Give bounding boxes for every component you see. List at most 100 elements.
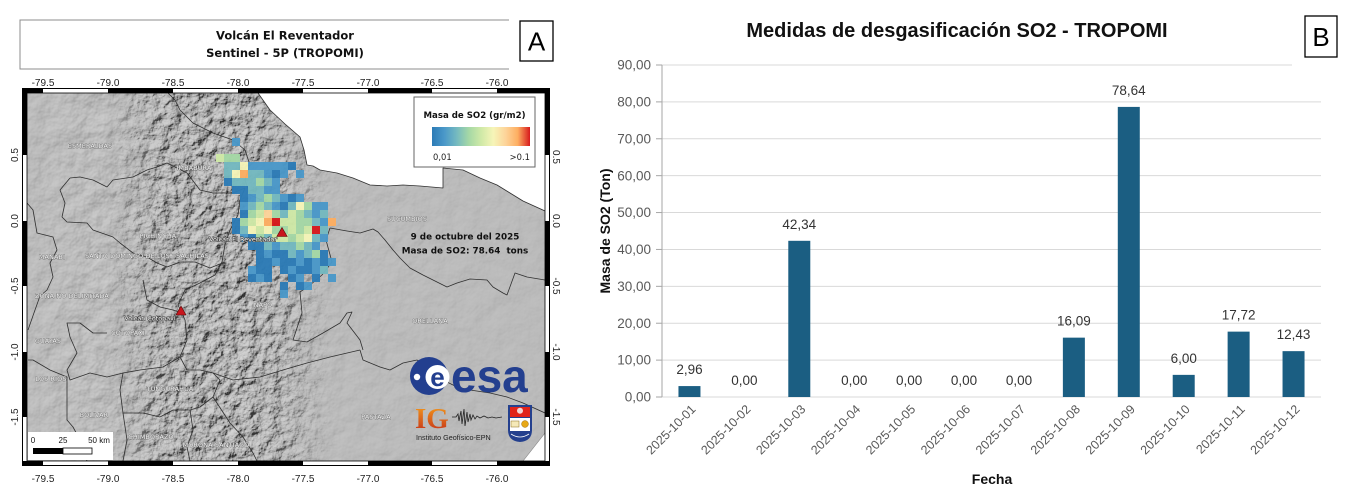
y-tick-label: 50,00 — [617, 205, 651, 220]
legend-title: Masa de SO2 (gr/m2) — [423, 111, 525, 121]
legend-colorbar — [432, 127, 530, 146]
so2-cell — [232, 154, 240, 162]
esa-dot-icon — [413, 373, 421, 381]
bar-2025-10-01 — [678, 386, 701, 397]
so2-cell — [288, 202, 296, 210]
data-label: 2,96 — [676, 362, 702, 377]
province-label: TUNGURAHUA — [146, 385, 194, 393]
so2-cell — [312, 250, 320, 258]
so2-cell — [272, 186, 280, 194]
so2-cell — [272, 162, 280, 170]
province-label: PICHINCHA — [140, 232, 177, 240]
panel-label-frame — [1304, 15, 1338, 58]
so2-cell — [248, 218, 256, 226]
so2-cell — [256, 266, 264, 274]
no-data-region-southeast — [522, 432, 545, 461]
so2-cell — [248, 242, 256, 250]
so2-cell — [288, 274, 296, 282]
longitude-labels-top: -79.5 -79.0 -78.5 -78.0 -77.5 -77.0 -76.… — [32, 78, 509, 89]
y-tick-label: 20,00 — [617, 316, 651, 331]
panel-label-text: B — [1312, 22, 1329, 52]
province-label: IMBABURA — [177, 164, 212, 172]
so2-cell — [320, 266, 328, 274]
so2-cell — [264, 234, 272, 242]
so2-cell — [296, 218, 304, 226]
scale-bar-box — [28, 432, 113, 460]
x-tick-label: 2025-10-04 — [808, 402, 863, 457]
lon-tick-label: -79.5 — [32, 474, 55, 485]
so2-cell — [248, 194, 256, 202]
x-tick-label: 2025-10-10 — [1138, 402, 1193, 457]
lon-tick-label: -78.5 — [162, 474, 185, 485]
province-label: ORELLANA — [412, 317, 448, 325]
so2-cell — [304, 250, 312, 258]
so2-cell — [240, 234, 248, 242]
x-tick-label: 2025-10-02 — [698, 402, 753, 457]
so2-cell — [304, 218, 312, 226]
ig-wordmark: IG — [415, 403, 449, 435]
legend-max-label: >0.1 — [510, 152, 530, 162]
seismogram-icon — [452, 408, 503, 427]
province-label: ESMERALDAS — [68, 142, 113, 150]
x-tick-label: 2025-10-01 — [643, 402, 698, 457]
so2-cell — [256, 170, 264, 178]
so2-cell — [304, 282, 312, 290]
bar-2025-10-08 — [1062, 337, 1085, 397]
chart-title: Medidas de desgasificación SO2 - TROPOMI — [746, 20, 1167, 42]
lat-tick-label: 0.0 — [10, 214, 21, 228]
lon-tick-label: -76.0 — [486, 474, 509, 485]
so2-cell — [280, 162, 288, 170]
boundary-line — [119, 356, 221, 418]
boundary-line — [177, 187, 246, 314]
so2-cell — [264, 194, 272, 202]
lon-tick-label: -77.5 — [292, 474, 315, 485]
so2-cell — [224, 178, 232, 186]
so2-cell — [288, 242, 296, 250]
esa-logo: e esa — [410, 350, 528, 402]
lon-tick-label: -78.0 — [227, 78, 250, 89]
so2-cell — [280, 290, 288, 298]
data-label: 0,00 — [731, 373, 757, 388]
so2-cell — [304, 242, 312, 250]
so2-cell — [312, 218, 320, 226]
international-border — [257, 93, 545, 212]
province-label: NAPO — [254, 301, 273, 309]
so2-cell — [320, 250, 328, 258]
panel-label-b: B — [1292, 8, 1348, 70]
lon-tick-label: -76.0 — [486, 78, 509, 89]
boundary-line — [186, 409, 194, 461]
so2-cell — [240, 186, 248, 194]
lat-tick-label: -0.5 — [550, 277, 561, 295]
boundary-line — [27, 202, 58, 331]
so2-cell — [256, 162, 264, 170]
lat-tick-label: -1.0 — [10, 343, 21, 361]
panel-label-text: A — [528, 27, 546, 57]
volcano-label: Volcán El Reventador — [209, 236, 277, 244]
so2-cell — [248, 162, 256, 170]
province-label: CHIMBORAZO — [128, 433, 173, 441]
province-label: PASTAZA — [361, 413, 391, 421]
x-tick-label: 2025-10-05 — [863, 402, 918, 457]
data-label: 0,00 — [951, 373, 977, 388]
so2-cell — [304, 226, 312, 234]
data-label: 6,00 — [1171, 351, 1197, 366]
so2-cell — [272, 250, 280, 258]
so2-cell — [256, 202, 264, 210]
lon-tick-label: -78.0 — [227, 474, 250, 485]
so2-cell — [280, 218, 288, 226]
so2-cell — [296, 282, 304, 290]
esa-wordmark: esa — [451, 350, 528, 402]
so2-cell — [264, 266, 272, 274]
so2-cell — [264, 210, 272, 218]
so2-cell — [296, 242, 304, 250]
so2-cell — [312, 226, 320, 234]
scale-label: 0 — [31, 436, 36, 445]
so2-cell — [312, 266, 320, 274]
y-tick-label: 60,00 — [617, 168, 651, 183]
ig-epn-logo: IG Instituto Geofísico-EPN — [415, 403, 503, 442]
so2-heatmap — [216, 138, 336, 298]
province-label: ZONA NO DELIMITADA — [35, 292, 109, 300]
bar-2025-10-12 — [1282, 351, 1305, 397]
so2-cell — [304, 234, 312, 242]
so2-cell — [304, 210, 312, 218]
